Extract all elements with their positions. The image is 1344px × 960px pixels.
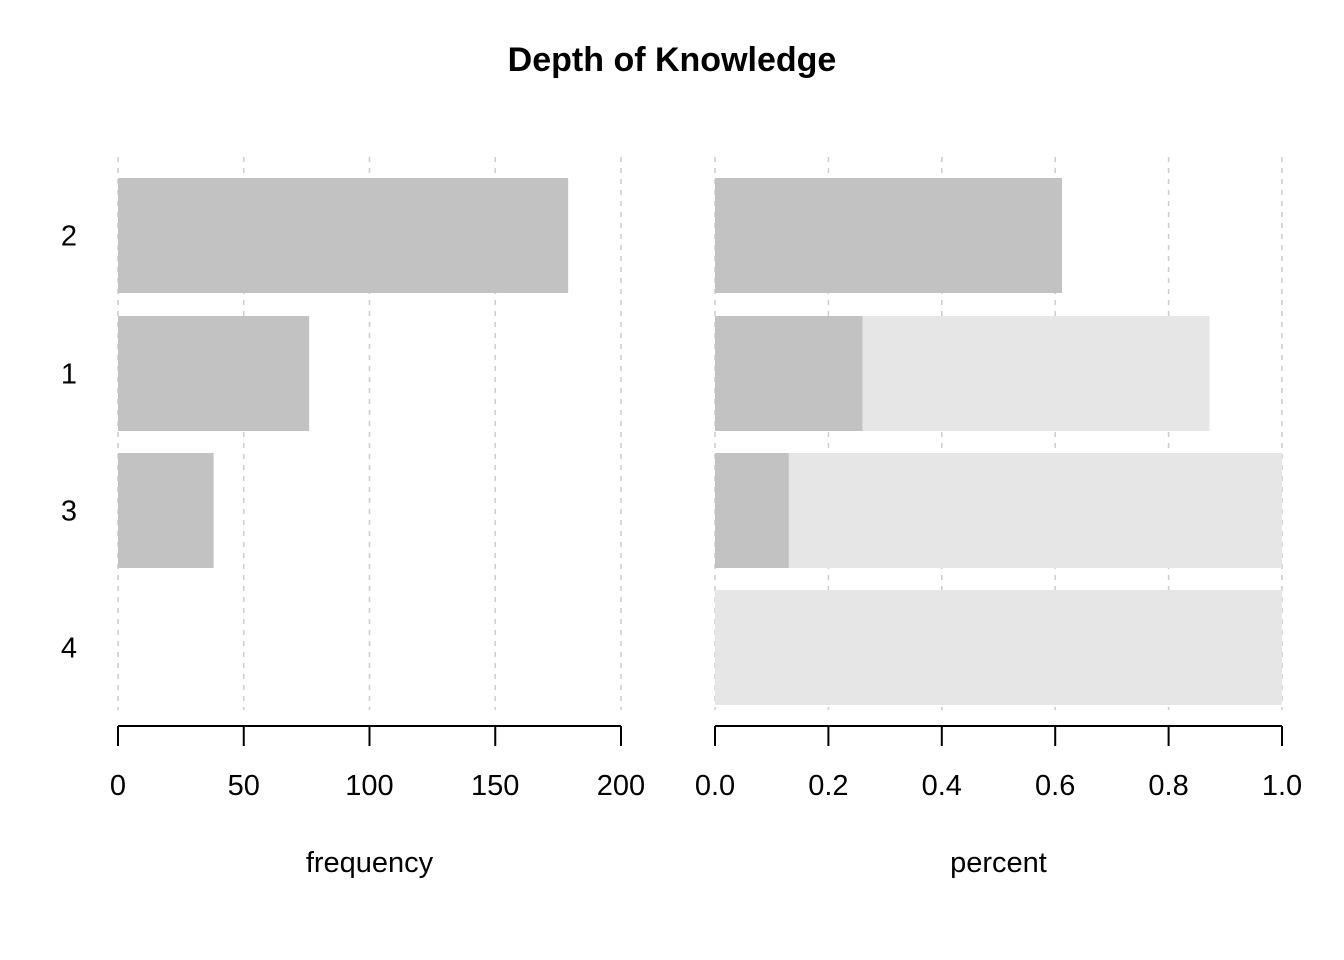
category-label: 1 [61, 359, 77, 391]
x-tick-label: 0.0 [695, 770, 735, 802]
category-label: 4 [61, 633, 77, 665]
bar [715, 453, 789, 568]
bars-layer [118, 178, 1282, 705]
x-tick-label: 0.4 [922, 770, 962, 802]
x-tick-label: 100 [345, 770, 393, 802]
chart-title: Depth of Knowledge [508, 41, 837, 79]
category-label: 2 [61, 221, 77, 253]
x-tick-label: 50 [228, 770, 260, 802]
x-tick-label: 0.8 [1148, 770, 1188, 802]
axes-layer [117, 725, 1283, 746]
x-tick-label: 150 [471, 770, 519, 802]
bar [118, 178, 569, 293]
background-bar [715, 453, 1282, 568]
x-tick-label: 0 [110, 770, 126, 802]
bar [118, 453, 214, 568]
x-tick-label: 0.2 [808, 770, 848, 802]
x-tick-label: 200 [597, 770, 645, 802]
labels-layer: 2 1 3 4 0 50 100 150 200 frequency 0.0 0.2 0.4 0.6 0.8… [61, 221, 1302, 880]
bar [715, 316, 863, 431]
bar [715, 178, 1063, 293]
x-tick-label: 1.0 [1262, 770, 1302, 802]
x-axis-title: frequency [306, 847, 434, 879]
category-label: 3 [61, 496, 77, 528]
x-axis-title: percent [950, 847, 1047, 879]
x-tick-label: 0.6 [1035, 770, 1075, 802]
bar [118, 316, 310, 431]
background-bar [715, 590, 1282, 705]
